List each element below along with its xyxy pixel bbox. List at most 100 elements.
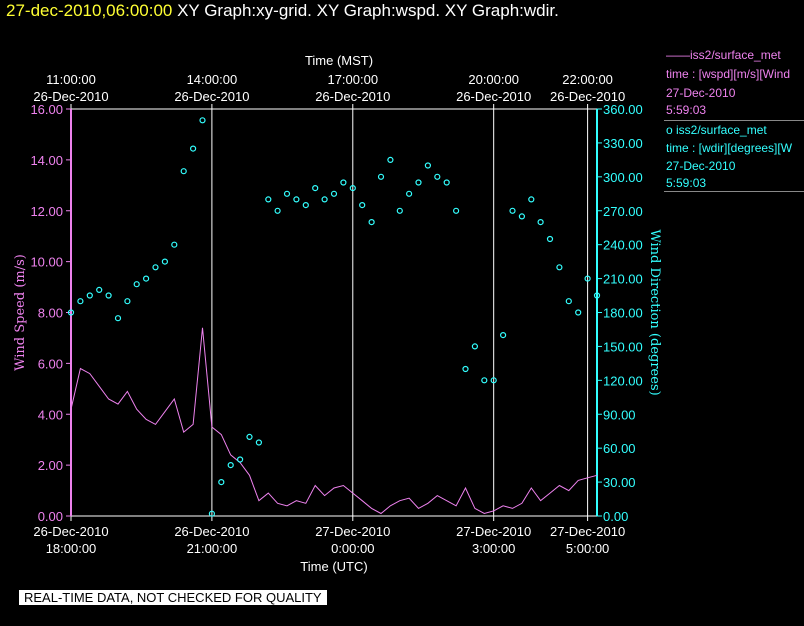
top-tick-label-date: 26-Dec-2010 [33,89,108,104]
right-tick-label: 150.00 [603,339,643,354]
wdir-point [96,286,103,293]
wdir-point [518,213,526,220]
left-tick-label: 2.00 [38,458,63,473]
wdir-point [133,281,140,288]
wdir-point [312,185,319,192]
wdir-point [171,241,178,248]
top-tick-label-time: 22:00:00 [562,72,613,87]
wdir-point [208,510,215,517]
right-tick-label: 90.00 [603,407,636,422]
wdir-point [528,196,535,203]
bottom-tick-label-time: 3:00:00 [472,541,515,556]
right-axis-label: Wind Direction (degrees) [647,229,662,395]
wdir-point [387,156,394,163]
right-tick-label: 210.00 [603,272,643,287]
wdir-point [481,377,488,384]
left-tick-label: 0.00 [38,509,63,524]
legend-wdir-date: 27-Dec-2010 [666,159,736,173]
top-tick-label-date: 26-Dec-2010 [174,89,249,104]
wdir-point [67,309,75,316]
top-axis-label: Time (MST) [305,53,373,68]
wdir-point [152,264,159,271]
wdir-point [190,145,197,152]
bottom-tick-label-time: 5:00:00 [566,541,609,556]
left-tick-label: 14.00 [30,153,63,168]
wdir-point [575,309,582,316]
wdir-point [246,433,253,440]
quality-disclaimer: REAL-TIME DATA, NOT CHECKED FOR QUALITY [19,590,327,605]
right-tick-label: 270.00 [603,204,643,219]
wdir-point [293,196,300,203]
right-tick-label: 0.00 [603,509,628,524]
wdir-point [283,190,291,197]
top-tick-label-date: 26-Dec-2010 [315,89,390,104]
wdir-point [415,179,422,186]
left-tick-label: 4.00 [38,407,63,422]
bottom-tick-label-date: 27-Dec-2010 [315,524,390,539]
top-tick-label-time: 14:00:00 [187,72,238,87]
right-tick-label: 120.00 [603,373,643,388]
bottom-tick-label-date: 26-Dec-2010 [33,524,108,539]
wdir-point [265,196,272,203]
wdir-point [124,298,131,305]
legend-wspd-desc: time : [wspd][m/s][Wind [666,67,791,81]
bottom-axis-label: Time (UTC) [300,559,367,574]
right-tick-label: 30.00 [603,475,636,490]
plot-frame [70,108,598,517]
left-tick-label: 16.00 [30,102,63,117]
top-tick-label-time: 11:00:00 [46,72,96,87]
wdir-point [368,219,375,226]
right-tick-label: 240.00 [603,238,643,253]
left-axis-label: Wind Speed (m/s) [13,254,28,371]
wdir-point [274,207,281,214]
wdir-point [462,365,469,373]
wdir-point [556,264,563,271]
top-tick-label-date: 26-Dec-2010 [456,89,531,104]
wdir-point [199,117,206,124]
right-tick-label: 300.00 [603,170,643,185]
wdir-point [593,292,601,299]
wdir-point [114,315,122,322]
wdir-point [77,298,84,305]
bottom-tick-label-date: 27-Dec-2010 [550,524,625,539]
wdir-point [180,168,187,175]
legend-wdir-time: 5:59:03 [666,176,707,190]
wdir-point [321,196,328,203]
bottom-tick-label-date: 27-Dec-2010 [456,524,531,539]
legend-wspd-date: 27-Dec-2010 [666,86,736,100]
bottom-tick-label-time: 0:00:00 [331,541,374,556]
wdir-point [424,162,431,169]
wdir-point [453,207,460,214]
wdir-point [161,258,168,265]
chart-title: 27-dec-2010,06:00:00 XY Graph:xy-grid. X… [6,1,559,21]
right-tick-label: 330.00 [603,136,643,151]
wdir-point [86,292,93,299]
left-tick-label: 6.00 [38,356,63,371]
right-tick-label: 60.00 [603,441,636,456]
wdir-point [546,235,554,243]
wdir-point [396,207,403,214]
wdir-point [490,377,497,384]
legend-wspd-time: 5:59:03 [666,103,707,117]
wdir-point [565,298,572,305]
right-tick-label: 360.00 [603,102,643,117]
wdir-point [471,343,478,350]
wdir-point [218,479,225,486]
left-tick-label: 12.00 [30,204,63,219]
bottom-tick-label-date: 26-Dec-2010 [174,524,249,539]
left-tick-label: 10.00 [30,255,63,270]
wdir-point [584,275,591,282]
wdir-point [302,202,309,209]
wdir-point [443,179,450,186]
top-tick-label-time: 17:00:00 [327,72,378,87]
wdir-point [509,207,516,214]
left-tick-label: 8.00 [38,306,63,321]
wdir-point [340,179,347,186]
wdir-point [105,292,112,299]
wdir-point [227,462,234,469]
wdir-point [537,219,544,226]
wdir-point [359,202,366,209]
top-tick-label-time: 20:00:00 [468,72,519,87]
legend-separator [664,191,804,192]
